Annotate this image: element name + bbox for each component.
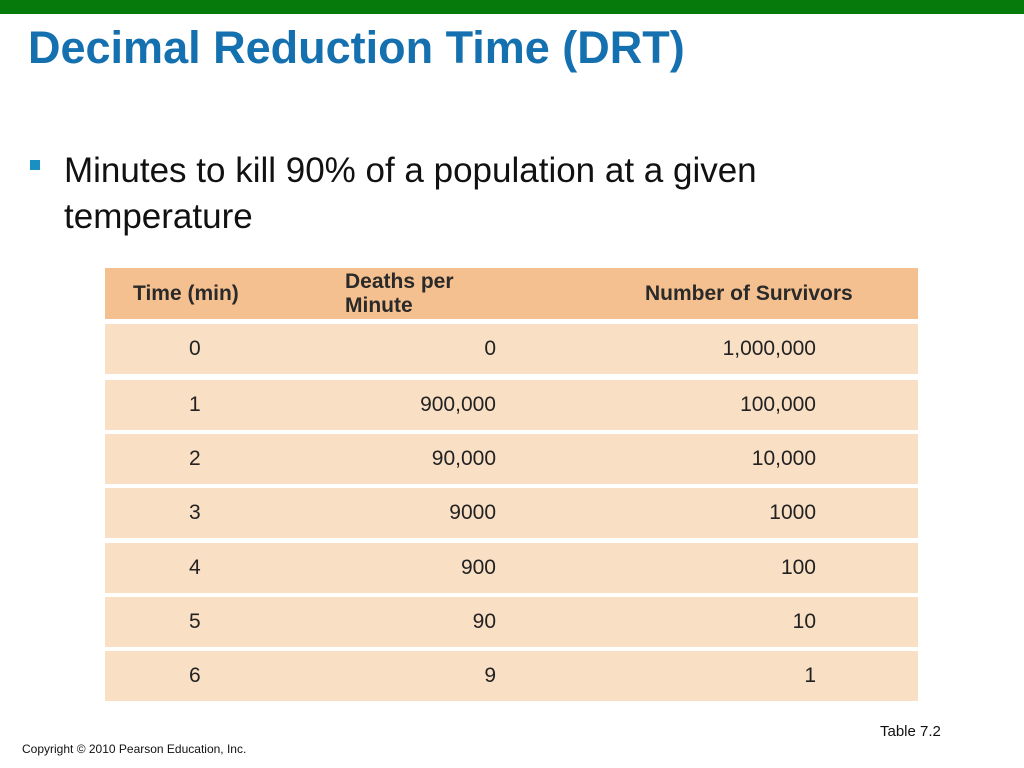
deaths-cell: 90 xyxy=(472,610,496,633)
table-row: 3 9000 1000 xyxy=(105,488,918,538)
copyright-notice: Copyright © 2010 Pearson Education, Inc. xyxy=(22,742,247,756)
header-number-of-survivors: Number of Survivors xyxy=(645,281,853,305)
table-row: 1 900,000 100,000 xyxy=(105,380,918,430)
bullet-text: Minutes to kill 90% of a population at a… xyxy=(64,151,757,236)
time-cell: 3 xyxy=(189,501,201,524)
table-row: 6 9 1 xyxy=(105,651,918,701)
survivors-cell: 1000 xyxy=(769,501,816,524)
deaths-cell: 9000 xyxy=(449,501,496,524)
survivors-cell: 100,000 xyxy=(740,393,816,416)
time-cell: 5 xyxy=(189,610,201,633)
time-cell: 4 xyxy=(189,556,201,579)
table-header-row: Time (min) Deaths per Minute Number of S… xyxy=(105,268,918,319)
table-row: 5 90 10 xyxy=(105,597,918,647)
time-cell: 1 xyxy=(189,393,201,416)
table-row: 2 90,000 10,000 xyxy=(105,434,918,484)
top-accent-bar xyxy=(0,0,1024,14)
time-cell: 2 xyxy=(189,447,201,470)
deaths-cell: 9 xyxy=(484,664,496,687)
survivors-cell: 100 xyxy=(780,556,816,579)
table-caption: Table 7.2 xyxy=(880,723,941,740)
survivors-cell: 10,000 xyxy=(751,447,816,470)
survivors-cell: 1 xyxy=(804,664,816,687)
slide-title: Decimal Reduction Time (DRT) xyxy=(28,22,685,73)
header-time: Time (min) xyxy=(133,281,239,305)
deaths-cell: 900 xyxy=(460,556,496,579)
table-row: 4 900 100 xyxy=(105,543,918,593)
deaths-cell: 90,000 xyxy=(431,447,496,470)
square-bullet-icon xyxy=(30,160,40,170)
deaths-cell: 0 xyxy=(484,337,496,360)
deaths-cell: 900,000 xyxy=(420,393,496,416)
header-deaths-per-minute: Deaths per Minute xyxy=(345,269,454,317)
survivors-cell: 1,000,000 xyxy=(722,337,816,360)
time-cell: 0 xyxy=(189,337,201,360)
time-cell: 6 xyxy=(189,664,201,687)
survivors-cell: 10 xyxy=(792,610,816,633)
table-row: 0 0 1,000,000 xyxy=(105,324,918,374)
